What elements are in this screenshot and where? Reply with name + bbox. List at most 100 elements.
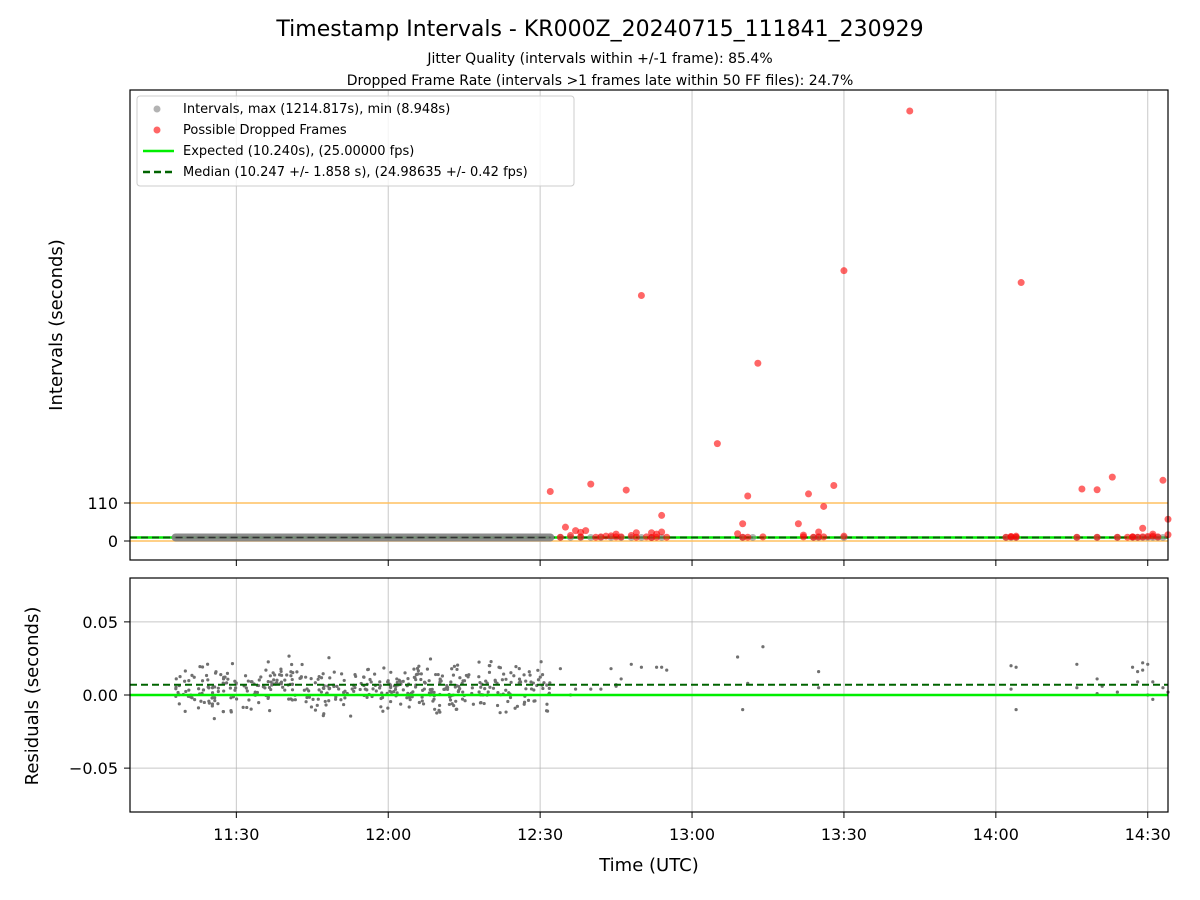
interval-point: [637, 533, 645, 541]
residual-point: [545, 683, 549, 687]
residual-point: [517, 677, 522, 681]
residual-point: [343, 689, 347, 693]
residual-point: [267, 685, 272, 690]
x-tick-label-5: 14:00: [973, 825, 1019, 844]
residual-point: [536, 678, 541, 682]
residual-point: [322, 686, 326, 691]
residual-point: [508, 695, 513, 700]
residual-point: [283, 688, 287, 692]
residual-point: [526, 698, 531, 703]
residual-point: [343, 696, 347, 700]
dropped-frame-point: [1139, 524, 1147, 532]
dropped-frame-point: [632, 529, 640, 537]
residual-point: [337, 687, 341, 691]
residual-point: [210, 696, 214, 700]
residual-point: [342, 678, 346, 683]
residual-point: [1136, 670, 1140, 674]
residual-point: [184, 689, 188, 694]
residual-point: [353, 673, 357, 677]
interval-point: [749, 533, 757, 541]
residual-point: [192, 675, 196, 679]
residual-point: [509, 671, 513, 675]
residual-point: [386, 706, 390, 710]
residual-point: [395, 677, 399, 681]
residual-point: [392, 690, 396, 694]
dropped-frame-point: [734, 530, 742, 538]
dropped-frame-point: [759, 533, 767, 541]
dropped-frame-point: [820, 502, 828, 510]
residual-point: [445, 687, 450, 691]
residuals-panel: 11:30 12:00 12:30 13:00 13:30 14:00 14:30 0.05 0…: [69, 577, 1171, 844]
residual-point: [460, 697, 465, 701]
residual-point: [302, 688, 306, 692]
residual-point: [412, 667, 416, 671]
residual-point: [187, 679, 191, 683]
residual-point: [279, 669, 283, 674]
dropped-frame-point: [1093, 533, 1101, 541]
residual-point: [298, 676, 302, 680]
residual-point: [235, 697, 239, 701]
residual-point: [515, 704, 520, 708]
dropped-frame-point: [1154, 533, 1162, 541]
dropped-frame-point: [713, 440, 721, 448]
residuals-plot-frame: [129, 577, 1169, 813]
residual-point: [290, 682, 295, 686]
residual-point: [483, 687, 487, 691]
residual-point: [619, 677, 623, 681]
residual-point: [374, 689, 378, 693]
dropped-frame-point: [653, 533, 661, 541]
residual-point: [272, 678, 276, 682]
residual-point: [544, 709, 549, 713]
residual-point: [533, 699, 537, 703]
residual-point: [398, 679, 402, 684]
residual-point: [257, 701, 261, 705]
residual-point: [300, 662, 304, 667]
residual-point: [213, 699, 217, 703]
residual-point: [197, 687, 201, 691]
residual-point: [332, 670, 336, 674]
residual-point: [200, 679, 205, 683]
residual-point: [307, 695, 311, 699]
residual-point: [428, 657, 433, 661]
residual-point: [281, 685, 285, 689]
residual-point: [462, 679, 467, 683]
residual-point: [269, 680, 273, 684]
dropped-frame-point: [1139, 533, 1147, 541]
residual-point: [268, 708, 272, 713]
residual-point: [234, 686, 238, 690]
residual-point: [417, 664, 421, 668]
residual-point: [487, 670, 492, 674]
interval-point: [658, 533, 666, 541]
residual-point: [216, 702, 220, 706]
residual-point: [245, 689, 249, 693]
residual-point: [273, 673, 277, 677]
residual-point: [177, 702, 181, 706]
residual-point: [363, 687, 367, 691]
chart-subtitle-jitter: Jitter Quality (intervals within +/-1 fr…: [426, 51, 772, 67]
residual-point: [427, 679, 431, 683]
residual-point: [339, 672, 344, 676]
residual-point: [437, 703, 442, 708]
residual-point: [241, 705, 245, 710]
intervals-panel: 0 110: [87, 89, 1172, 566]
residual-point: [335, 684, 339, 689]
residual-point: [193, 698, 197, 702]
residual-point: [199, 699, 203, 703]
chart-title: Timestamp Intervals - KR000Z_20240715_11…: [275, 17, 923, 42]
residual-point: [264, 668, 268, 672]
residual-point: [498, 711, 502, 715]
residual-point: [517, 667, 521, 671]
residual-point: [222, 689, 226, 693]
legend-label-dropped: Possible Dropped Frames: [183, 123, 347, 138]
dropped-frame-point: [804, 490, 812, 498]
residual-point: [496, 691, 500, 695]
residual-point: [463, 699, 467, 703]
residual-point: [174, 677, 178, 681]
residual-point: [228, 686, 233, 690]
residual-point: [440, 674, 445, 678]
residual-point: [654, 665, 659, 669]
residual-point: [311, 697, 315, 701]
residual-point: [479, 685, 483, 689]
residual-point: [407, 705, 411, 709]
